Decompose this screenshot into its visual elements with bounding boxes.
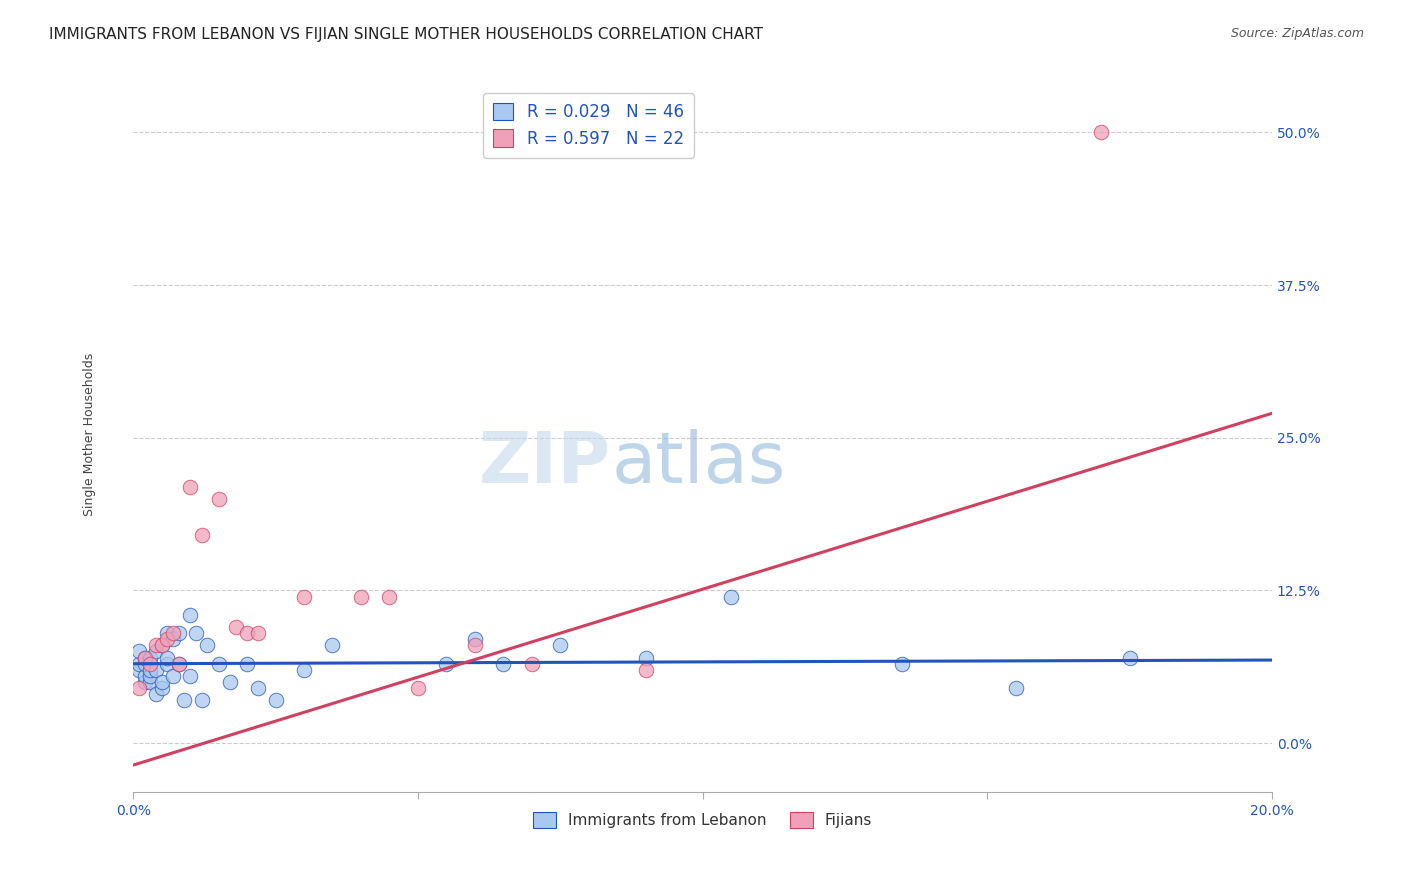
Point: [139, 675, 162, 690]
Point: [1004, 681, 1026, 695]
Point: [145, 639, 167, 653]
Point: [139, 663, 162, 677]
Legend: Immigrants from Lebanon, Fijians: Immigrants from Lebanon, Fijians: [527, 806, 879, 834]
Point: [134, 669, 156, 683]
Point: [1118, 650, 1140, 665]
Point: [167, 657, 190, 671]
Point: [406, 681, 429, 695]
Point: [184, 626, 207, 640]
Point: [128, 681, 150, 695]
Point: [156, 650, 179, 665]
Point: [247, 681, 270, 695]
Point: [720, 590, 742, 604]
Point: [167, 626, 190, 640]
Point: [464, 632, 486, 647]
Point: [134, 657, 156, 671]
Point: [219, 675, 242, 690]
Point: [225, 620, 247, 634]
Point: [207, 657, 229, 671]
Point: [162, 669, 184, 683]
Point: [150, 639, 173, 653]
Point: [156, 626, 179, 640]
Text: IMMIGRANTS FROM LEBANON VS FIJIAN SINGLE MOTHER HOUSEHOLDS CORRELATION CHART: IMMIGRANTS FROM LEBANON VS FIJIAN SINGLE…: [49, 27, 763, 42]
Point: [128, 663, 150, 677]
Point: [292, 663, 315, 677]
Point: [156, 632, 179, 647]
Point: [190, 693, 212, 707]
Point: [179, 607, 201, 622]
Point: [150, 639, 173, 653]
Point: [1090, 125, 1112, 139]
Point: [634, 650, 657, 665]
Text: ZIP: ZIP: [479, 429, 612, 498]
Point: [520, 657, 543, 671]
Point: [207, 491, 229, 506]
Point: [492, 657, 515, 671]
Point: [548, 639, 571, 653]
Point: [378, 590, 401, 604]
Point: [134, 675, 156, 690]
Point: [195, 639, 218, 653]
Point: [350, 590, 373, 604]
Point: [890, 657, 912, 671]
Text: atlas: atlas: [612, 429, 786, 498]
Point: [134, 650, 156, 665]
Point: [264, 693, 287, 707]
Point: [292, 590, 315, 604]
Point: [634, 663, 657, 677]
Point: [179, 669, 201, 683]
Point: [434, 657, 457, 671]
Point: [236, 657, 259, 671]
Point: [247, 626, 270, 640]
Point: [139, 657, 162, 671]
Point: [464, 639, 486, 653]
Point: [179, 480, 201, 494]
Point: [162, 626, 184, 640]
Point: [139, 669, 162, 683]
Point: [150, 675, 173, 690]
Point: [162, 632, 184, 647]
Point: [190, 528, 212, 542]
Point: [167, 657, 190, 671]
Point: [150, 681, 173, 695]
Point: [145, 644, 167, 658]
Point: [128, 644, 150, 658]
Point: [128, 657, 150, 671]
Point: [321, 639, 343, 653]
Text: Source: ZipAtlas.com: Source: ZipAtlas.com: [1230, 27, 1364, 40]
Point: [236, 626, 259, 640]
Point: [145, 663, 167, 677]
Text: Single Mother Households: Single Mother Households: [83, 353, 97, 516]
Point: [139, 650, 162, 665]
Point: [145, 687, 167, 701]
Point: [134, 650, 156, 665]
Point: [173, 693, 195, 707]
Point: [156, 657, 179, 671]
